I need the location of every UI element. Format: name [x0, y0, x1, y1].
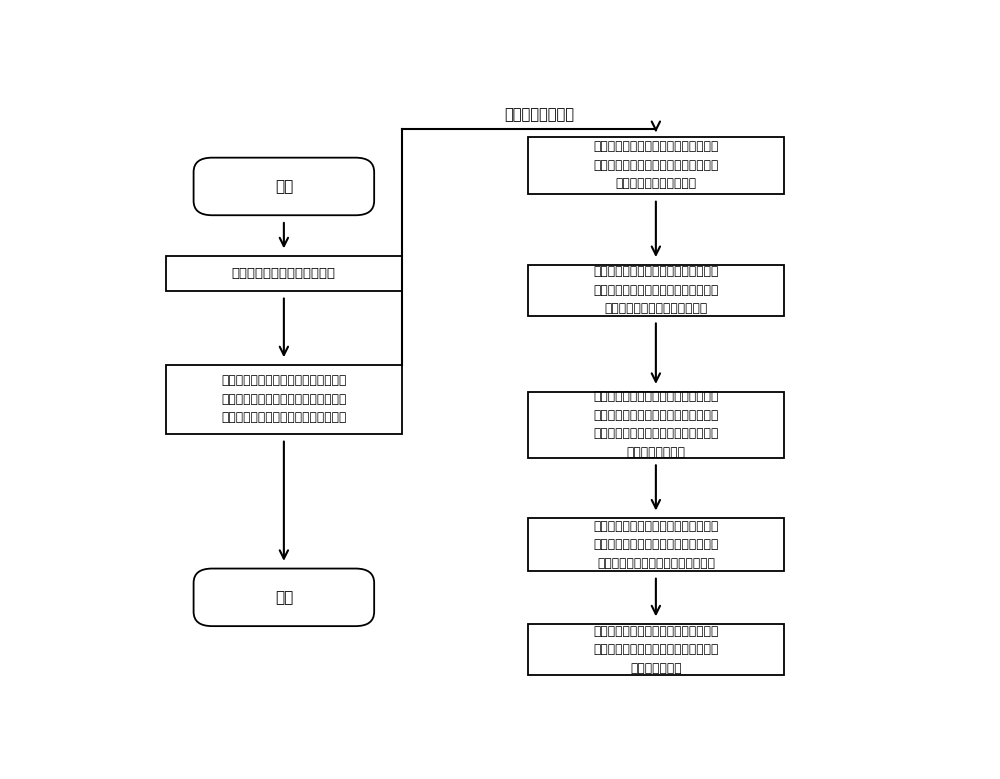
Bar: [528, 518, 784, 571]
Text: 获取待处理的多光谱遥感图像: 获取待处理的多光谱遥感图像: [232, 267, 336, 280]
Bar: [528, 392, 784, 457]
Text: 利用训练集和测试集对优化后的薄云去
除网络进行训练和测试，得到训练完成
的薄云去除网络: 利用训练集和测试集对优化后的薄云去 除网络进行训练和测试，得到训练完成 的薄云去…: [593, 625, 719, 675]
Text: 训练薄云去除网络: 训练薄云去除网络: [505, 107, 575, 122]
Text: 利用预先构建的卷积神经网络对获取到
的图像进行采样，得到图像不同分辨率
光谱波段的空间特征和光谱特征: 利用预先构建的卷积神经网络对获取到 的图像进行采样，得到图像不同分辨率 光谱波段…: [593, 265, 719, 315]
Bar: [528, 137, 784, 194]
FancyBboxPatch shape: [194, 157, 374, 215]
Bar: [528, 265, 784, 315]
Text: 结束: 结束: [275, 590, 293, 605]
Bar: [166, 256, 402, 291]
Bar: [166, 365, 402, 434]
Text: 基于有云情况下图像特征图和无云情况
下图像的特征图，计算多路监督损失，
优化预设的薄云去除网络的网络参数: 基于有云情况下图像特征图和无云情况 下图像的特征图，计算多路监督损失， 优化预设…: [593, 520, 719, 569]
Text: 使用训练完成的薄云去除网络对待处理
的多光谱遥感图像进行多光谱影响薄云
去除，输出去除薄云的多光谱遥感图像: 使用训练完成的薄云去除网络对待处理 的多光谱遥感图像进行多光谱影响薄云 去除，输…: [221, 375, 347, 425]
Text: 利用预先构建的双路特征融合模块将得
到的空间特征和光谱特征进行融合，分
别得到有云情况下图像特征图和无云情
况下图像的特征图: 利用预先构建的双路特征融合模块将得 到的空间特征和光谱特征进行融合，分 别得到有…: [593, 390, 719, 459]
Text: 开始: 开始: [275, 179, 293, 194]
Text: 获取同一地区有云和无云情况下的多光
谱遥感图像，对获取到的图像进行预处
理，得到训练集和测试集: 获取同一地区有云和无云情况下的多光 谱遥感图像，对获取到的图像进行预处 理，得到…: [593, 140, 719, 190]
FancyBboxPatch shape: [194, 569, 374, 626]
Bar: [528, 624, 784, 675]
